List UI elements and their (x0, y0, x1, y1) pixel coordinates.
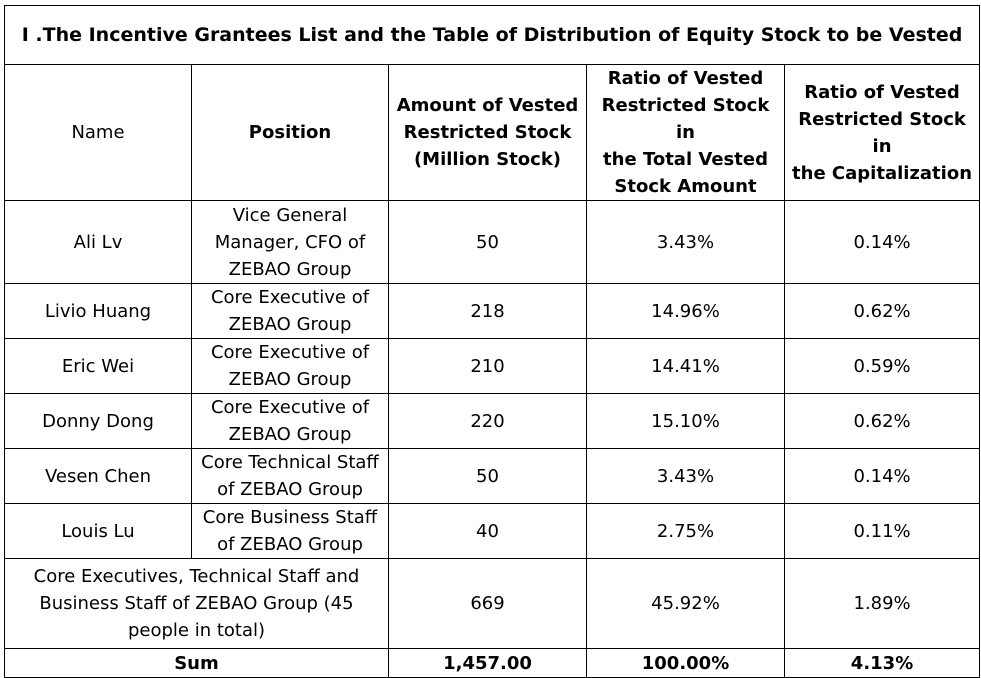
cell-amount: 50 (388, 448, 587, 504)
cell-amount: 210 (388, 338, 587, 394)
cell-ratio-cap: 0.14% (783, 200, 981, 284)
header-ratio-total: Ratio of Vested Restricted Stock in the … (586, 64, 785, 201)
cell-name: Ali Lv (4, 200, 192, 284)
cell-ratio-total: 2.75% (586, 503, 785, 559)
table-row: Vesen Chen Core Technical Staff of ZEBAO… (4, 448, 981, 504)
sum-ratio-cap: 4.13% (783, 648, 981, 678)
cell-name: Louis Lu (4, 503, 192, 559)
group-ratio-total: 45.92% (586, 558, 785, 649)
cell-ratio-total: 3.43% (586, 200, 785, 284)
cell-name: Donny Dong (4, 393, 192, 449)
table-row: Donny Dong Core Executive of ZEBAO Group… (4, 393, 981, 449)
cell-amount: 218 (388, 283, 587, 339)
cell-ratio-cap: 0.11% (783, 503, 981, 559)
table-row: Livio Huang Core Executive of ZEBAO Grou… (4, 283, 981, 339)
cell-name: Livio Huang (4, 283, 192, 339)
header-position: Position (191, 64, 389, 201)
group-ratio-cap: 1.89% (783, 558, 981, 649)
table-row: Louis Lu Core Business Staff of ZEBAO Gr… (4, 503, 981, 559)
cell-ratio-total: 15.10% (586, 393, 785, 449)
table-title: I .The Incentive Grantees List and the T… (3, 5, 981, 65)
cell-ratio-cap: 0.62% (783, 393, 981, 449)
header-name: Name (4, 64, 192, 201)
header-ratio-cap: Ratio of Vested Restricted Stock in the … (783, 64, 981, 201)
cell-ratio-total: 14.41% (586, 338, 785, 394)
table-row: Ali Lv Vice General Manager, CFO of ZEBA… (4, 200, 981, 284)
cell-amount: 40 (388, 503, 587, 559)
cell-ratio-cap: 0.59% (783, 338, 981, 394)
sum-row: Sum 1,457.00 100.00% 4.13% (4, 648, 981, 678)
group-amount: 669 (388, 558, 587, 649)
cell-position: Core Executive of ZEBAO Group (191, 283, 389, 339)
cell-position: Vice General Manager, CFO of ZEBAO Group (191, 200, 389, 284)
cell-ratio-cap: 0.62% (783, 283, 981, 339)
cell-position: Core Executive of ZEBAO Group (191, 393, 389, 449)
cell-amount: 220 (388, 393, 587, 449)
header-row: Name Position Amount of Vested Restricte… (4, 64, 981, 201)
cell-amount: 50 (388, 200, 587, 284)
header-amount: Amount of Vested Restricted Stock (Milli… (388, 64, 587, 201)
cell-position: Core Technical Staff of ZEBAO Group (191, 448, 389, 504)
table-row: Eric Wei Core Executive of ZEBAO Group 2… (4, 338, 981, 394)
cell-position: Core Executive of ZEBAO Group (191, 338, 389, 394)
group-label: Core Executives, Technical Staff and Bus… (4, 558, 389, 649)
cell-position: Core Business Staff of ZEBAO Group (191, 503, 389, 559)
sum-ratio-total: 100.00% (586, 648, 785, 678)
cell-name: Eric Wei (4, 338, 192, 394)
distribution-table: I .The Incentive Grantees List and the T… (3, 5, 981, 678)
cell-name: Vesen Chen (4, 448, 192, 504)
cell-ratio-cap: 0.14% (783, 448, 981, 504)
cell-ratio-total: 14.96% (586, 283, 785, 339)
group-row: Core Executives, Technical Staff and Bus… (4, 558, 981, 649)
cell-ratio-total: 3.43% (586, 448, 785, 504)
sum-amount: 1,457.00 (388, 648, 587, 678)
sum-label: Sum (4, 648, 389, 678)
